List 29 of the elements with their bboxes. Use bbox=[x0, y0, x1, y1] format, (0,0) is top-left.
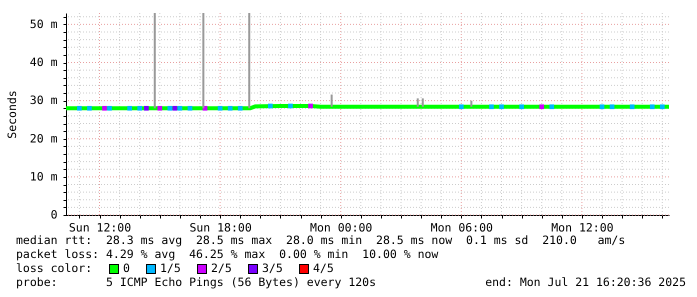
x-tick-label: Sun 18:00 bbox=[189, 220, 252, 234]
bar bbox=[330, 94, 333, 107]
text: probe: 5 ICMP Echo Pings (56 Bytes) every 120s bbox=[16, 275, 376, 289]
legend-label: 2/5 bbox=[211, 261, 232, 275]
y-tick-label: 30 m bbox=[30, 93, 58, 108]
bar bbox=[416, 98, 419, 107]
legend-label: 0 bbox=[123, 261, 130, 275]
x-tick-label: Mon 00:00 bbox=[310, 220, 372, 234]
bar bbox=[422, 98, 424, 107]
bar bbox=[470, 100, 472, 107]
y-tick-label: 20 m bbox=[30, 131, 58, 146]
bar bbox=[248, 13, 250, 108]
x-tick-label: Sun 12:00 bbox=[68, 220, 132, 234]
bar bbox=[154, 13, 156, 108]
legend-label: 4/5 bbox=[313, 261, 334, 275]
legend-label: 3/5 bbox=[262, 261, 283, 275]
y-tick-label: 40 m bbox=[30, 55, 58, 70]
text: packet loss: 4.29 % avg 46.25 % max 0.00 % min 10.00 % now bbox=[16, 247, 438, 261]
x-tick-label: Mon 12:00 bbox=[551, 220, 614, 234]
x-tick-label: Mon 06:00 bbox=[430, 220, 494, 234]
legend-label: 1/5 bbox=[160, 261, 181, 275]
y-tick-label: 10 m bbox=[30, 169, 58, 184]
text: end: Mon Jul 21 16:20:36 2025 bbox=[485, 275, 686, 289]
legend-title: loss color: bbox=[16, 261, 92, 275]
y-tick-label: 50 m bbox=[30, 16, 58, 31]
y-axis-title: Seconds bbox=[4, 90, 19, 139]
bar bbox=[202, 13, 204, 108]
y-tick-label: 0 bbox=[50, 208, 58, 222]
text: median rtt: 28.3 ms avg 28.5 ms max 28.0 ms min 28.5 ms now 0.1 ms sd 210.0 am/s bbox=[16, 233, 626, 247]
